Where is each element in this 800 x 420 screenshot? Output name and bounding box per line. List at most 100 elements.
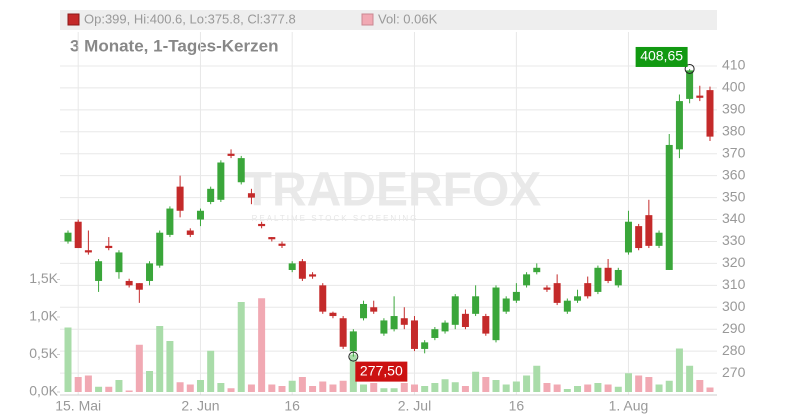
candle-body — [207, 188, 215, 202]
low-label: 277,50 — [360, 362, 403, 378]
volume-bar — [451, 382, 459, 392]
volume-bar — [675, 348, 683, 392]
candle-body — [84, 250, 92, 253]
y2-tick-label: 0,0K — [29, 383, 58, 399]
candle-body — [64, 232, 72, 242]
volume-bar — [502, 384, 510, 392]
candle-body — [309, 274, 317, 277]
price-legend-swatch — [67, 13, 80, 26]
volume-bar — [553, 384, 561, 392]
header-bar — [60, 10, 717, 30]
candle-body — [258, 223, 266, 227]
candle-body — [584, 283, 592, 297]
volume-bar — [410, 384, 418, 392]
candle-body — [574, 296, 582, 301]
volume-bar — [543, 383, 551, 392]
volume-bar — [146, 371, 154, 392]
y-tick-label: 300 — [722, 298, 746, 314]
candle-body — [227, 153, 235, 156]
watermark-tagline: REALTIME STOCK SCREENING — [252, 214, 419, 223]
candle-body — [686, 70, 694, 99]
candle-body — [156, 232, 164, 266]
volume-bar — [563, 389, 571, 392]
volume-bar — [604, 384, 612, 392]
candle-body — [594, 267, 602, 292]
y2-tick-label: 0,5K — [29, 345, 58, 361]
volume-bar — [176, 382, 184, 392]
candle-body — [237, 158, 245, 183]
volume-bar — [624, 373, 632, 392]
candle-body — [196, 210, 204, 220]
volume-bar — [574, 386, 582, 392]
volume-bar — [288, 380, 296, 392]
x-tick-label: 2. Jul — [398, 398, 431, 414]
y-tick-label: 290 — [722, 320, 746, 336]
low-marker — [348, 351, 359, 362]
volume-bar — [686, 365, 694, 392]
x-tick-label: 16 — [509, 398, 525, 414]
candle-body — [665, 144, 673, 270]
candle-body — [370, 307, 378, 312]
candle-body — [461, 313, 469, 328]
candle-body — [482, 316, 490, 334]
candle-body — [135, 283, 143, 290]
volume-bar — [472, 371, 480, 392]
volume-bar — [268, 384, 276, 392]
y-tick-label: 370 — [722, 144, 746, 160]
volume-bar — [74, 377, 82, 392]
volume-bar — [400, 383, 408, 392]
x-tick-label: 16 — [284, 398, 300, 414]
volume-legend-swatch — [361, 13, 374, 26]
watermark: TRADERFOX — [243, 164, 542, 217]
volume-bar — [380, 388, 388, 392]
candle-body — [329, 312, 337, 317]
subtitle: 3 Monate, 1-Tages-Kerzen — [70, 36, 278, 55]
candle-body — [696, 95, 704, 98]
y-tick-label: 390 — [722, 101, 746, 117]
candle-body — [502, 298, 510, 312]
y-tick-label: 350 — [722, 188, 746, 204]
volume-bar — [258, 298, 266, 392]
candle-body — [675, 101, 683, 150]
candle-body — [563, 300, 571, 312]
candle-body — [604, 267, 612, 281]
volume-bar — [645, 377, 653, 392]
low-label-box — [355, 361, 408, 382]
candle-body — [492, 287, 500, 341]
candle-body — [451, 296, 459, 325]
volume-bar — [655, 384, 663, 392]
volume-bar — [512, 381, 520, 392]
candle-body — [278, 243, 286, 246]
volume-bar — [370, 383, 378, 392]
candle-body — [166, 208, 174, 235]
candle-body — [512, 291, 520, 301]
volume-bar — [492, 380, 500, 392]
volume-bar — [125, 390, 133, 392]
candle-body — [247, 193, 255, 198]
volume-bar — [319, 381, 327, 392]
volume-bar — [696, 380, 704, 392]
volume-bar — [360, 384, 368, 392]
volume-bar — [278, 386, 286, 392]
y-tick-label: 380 — [722, 123, 746, 139]
volume-bar — [247, 384, 255, 392]
volume-bar — [706, 387, 714, 392]
x-tick-label: 2. Jun — [181, 398, 219, 414]
candle-body — [95, 261, 103, 281]
volume-bar — [431, 383, 439, 392]
volume-bar — [309, 386, 317, 392]
candle-body — [543, 287, 551, 290]
y-tick-label: 360 — [722, 166, 746, 182]
candle-body — [115, 252, 123, 273]
volume-bar — [186, 384, 194, 392]
candle-body — [349, 331, 357, 352]
y-tick-label: 400 — [722, 79, 746, 95]
volume-bar — [329, 384, 337, 392]
volume-bar — [594, 383, 602, 392]
volume-bar — [64, 327, 72, 392]
y-tick-label: 340 — [722, 210, 746, 226]
high-marker — [684, 63, 695, 74]
candle-body — [380, 320, 388, 334]
volume-bar — [665, 380, 673, 392]
y2-tick-label: 1,0K — [29, 308, 58, 324]
